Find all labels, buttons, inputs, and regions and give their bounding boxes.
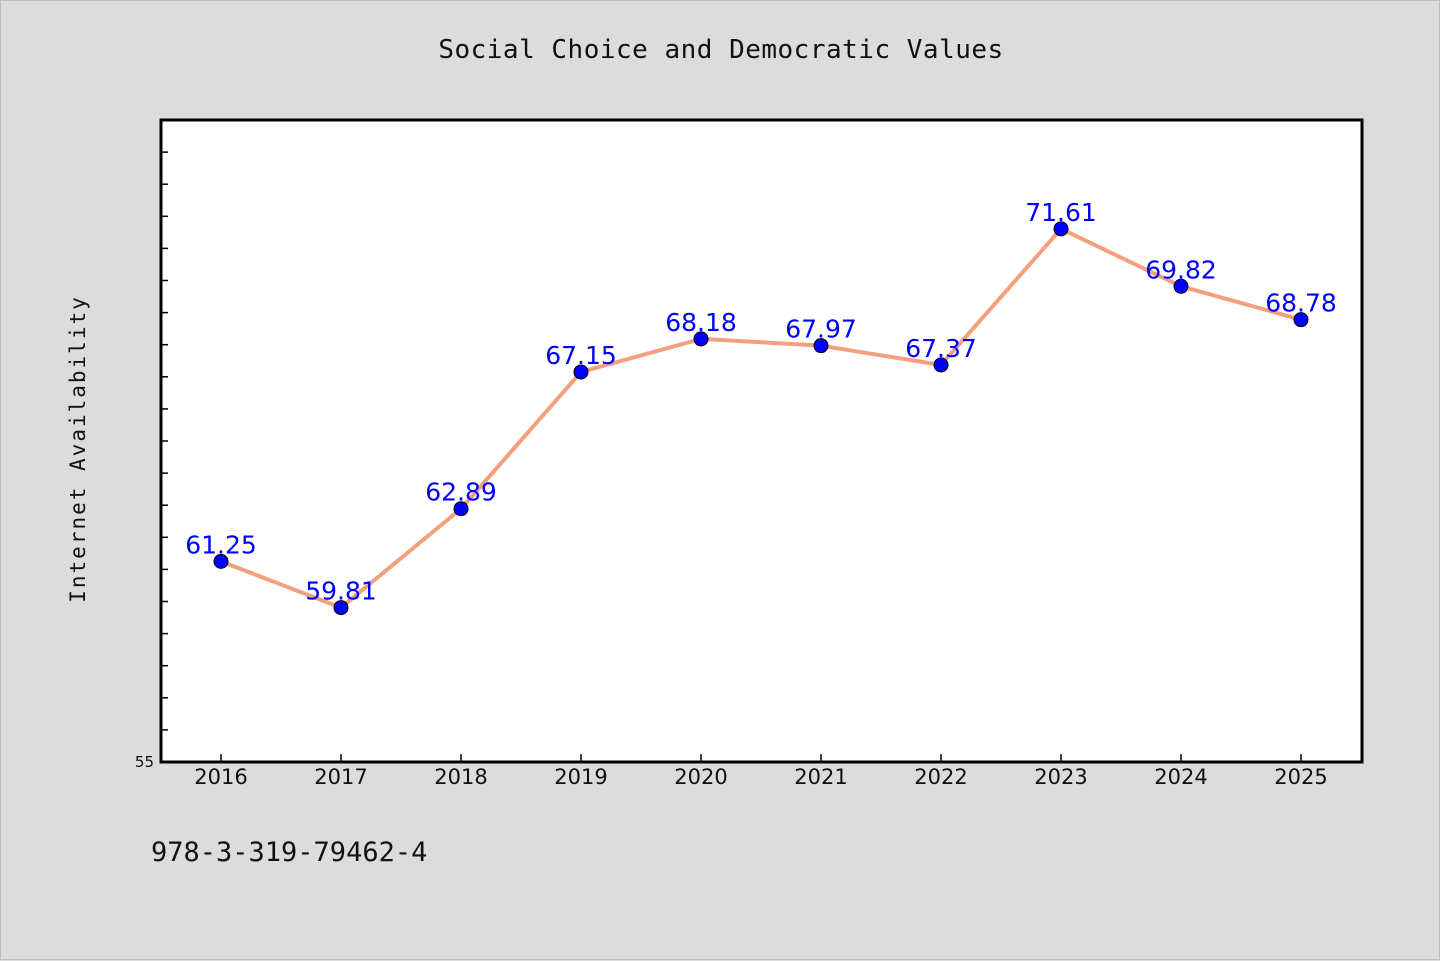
x-tick-label: 2019	[554, 765, 607, 789]
data-label: 67.97	[785, 315, 857, 344]
data-point	[1173, 278, 1189, 294]
series-markers	[213, 221, 1309, 616]
data-point	[453, 501, 469, 517]
data-point	[693, 331, 709, 347]
data-point	[333, 600, 349, 616]
data-label: 67.37	[905, 334, 977, 363]
y-tick-label-min: 55	[135, 753, 154, 771]
plot-area	[159, 118, 1364, 764]
data-label: 69.82	[1145, 255, 1217, 284]
data-point	[813, 338, 829, 354]
x-axis-ticks: 2016 2017 2018 2019 2020 2021 2022 2023 2024 2025	[194, 754, 1328, 789]
data-point	[1293, 312, 1309, 328]
x-tick-label: 2023	[1034, 765, 1087, 789]
chart-title: Social Choice and Democratic Values	[438, 35, 1004, 65]
data-label: 62.89	[425, 478, 497, 507]
x-tick-label: 2024	[1154, 765, 1207, 789]
footer-code: 978-3-319-79462-4	[151, 837, 428, 868]
data-label: 61.25	[185, 530, 257, 559]
data-point	[573, 364, 589, 380]
x-tick-label: 2025	[1274, 765, 1327, 789]
data-point	[1053, 221, 1069, 237]
x-tick-label: 2016	[194, 765, 247, 789]
series-line	[220, 226, 1302, 610]
data-label: 67.15	[545, 341, 617, 370]
data-label: 71.61	[1025, 198, 1097, 227]
data-point	[933, 357, 949, 373]
x-tick-label: 2018	[434, 765, 487, 789]
data-label: 68.78	[1265, 289, 1337, 318]
x-tick-label: 2022	[914, 765, 967, 789]
x-tick-label: 2021	[794, 765, 847, 789]
data-point	[213, 553, 229, 569]
data-label: 59.81	[305, 577, 377, 606]
x-tick-label: 2020	[674, 765, 727, 789]
data-label: 68.18	[665, 308, 737, 337]
data-labels: 61.25 59.81 62.89 67.15 68.18 67.97 67.37 71.61…	[185, 198, 1337, 606]
y-axis-ticks	[160, 151, 168, 731]
x-tick-label: 2017	[314, 765, 367, 789]
